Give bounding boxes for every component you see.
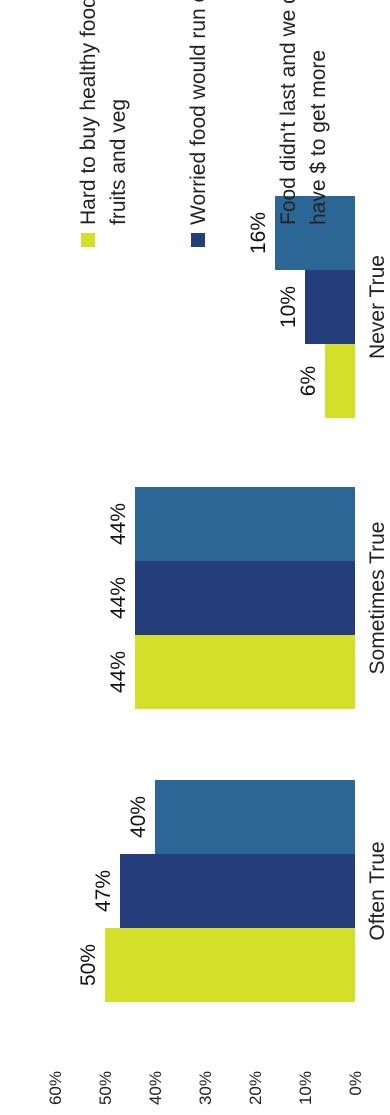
bar-2-2 xyxy=(135,561,355,635)
legend-text: Food didn't last and we didn't xyxy=(277,0,300,225)
y-tick-label: 0% xyxy=(346,1071,365,1096)
data-label: 10% xyxy=(277,286,300,328)
data-label: 47% xyxy=(92,870,115,912)
bar-1-2 xyxy=(135,635,355,709)
y-tick-label: 40% xyxy=(146,1071,165,1105)
data-label: 50% xyxy=(77,944,100,986)
bar-3-2 xyxy=(135,487,355,561)
data-label: 16% xyxy=(247,212,270,254)
bar-3-1 xyxy=(155,780,355,854)
bar-2-3 xyxy=(305,270,355,344)
x-category-label: Often True xyxy=(366,841,389,940)
bar-1-3 xyxy=(325,344,355,418)
data-label: 44% xyxy=(107,651,130,693)
bar-3-3 xyxy=(275,196,355,270)
legend-text: fruits and veg xyxy=(107,99,130,225)
legend-swatch xyxy=(191,233,205,247)
bar-1-1 xyxy=(105,928,355,1002)
x-category-label: Sometimes True xyxy=(366,522,389,675)
data-label: 6% xyxy=(297,366,320,396)
legend-text: Hard to buy healthy foods like xyxy=(77,0,100,225)
legend-text: Worried food would run out xyxy=(187,0,210,225)
y-tick-label: 30% xyxy=(196,1071,215,1105)
y-tick-label: 10% xyxy=(296,1071,315,1105)
data-label: 40% xyxy=(127,796,150,838)
y-tick-label: 50% xyxy=(96,1071,115,1105)
legend-swatch xyxy=(81,233,95,247)
bar-2-1 xyxy=(120,854,355,928)
y-tick-label: 20% xyxy=(246,1071,265,1105)
data-label: 44% xyxy=(107,577,130,619)
x-category-label: Never True xyxy=(366,255,389,359)
legend-text: have $ to get more xyxy=(307,50,330,225)
y-tick-label: 60% xyxy=(46,1071,65,1105)
legend-swatch xyxy=(281,233,295,247)
data-label: 44% xyxy=(107,503,130,545)
